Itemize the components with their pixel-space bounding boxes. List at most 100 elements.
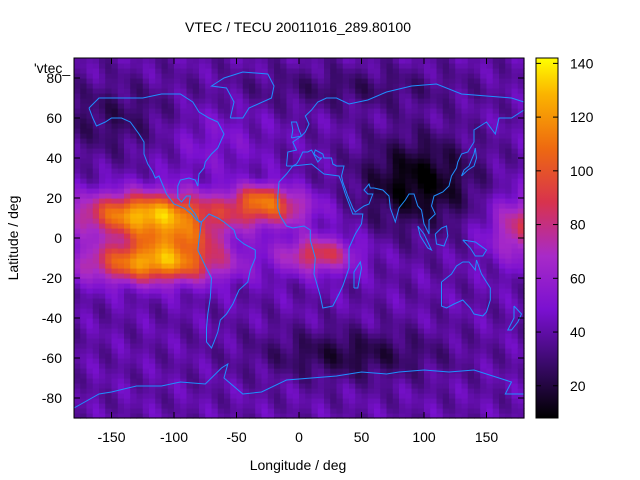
heat-cell [449,308,456,314]
heat-cell [217,228,225,234]
heat-cell [324,58,331,64]
heat-cell [224,93,231,99]
heat-cell [130,223,138,229]
heat-cell [167,298,175,304]
heat-cell [86,218,94,224]
heat-cell [374,158,381,164]
heat-cell [474,183,481,189]
heat-cell [336,128,344,134]
heat-cell [261,143,269,149]
heat-cell [386,78,394,84]
heat-cell [336,118,344,124]
heat-cell [330,103,338,109]
heat-cell [324,358,331,364]
heat-cell [280,58,288,64]
heat-cell [355,168,363,174]
heat-cell [124,73,131,79]
heat-cell [349,373,356,379]
heat-cell [392,163,400,169]
heat-cell [86,258,94,264]
heat-cell [355,123,363,129]
heat-cell [236,358,244,364]
heat-cell [330,403,338,409]
heat-cell [161,73,169,79]
heat-cell [367,333,375,339]
heat-cell [236,308,244,314]
heat-cell [167,273,175,279]
heat-cell [155,403,163,409]
heat-cell [311,143,319,149]
heat-cell [367,103,375,109]
heat-cell [342,308,350,314]
heat-cell [186,393,194,399]
heat-cell [199,323,206,329]
heat-cell [430,268,438,274]
heat-cell [255,298,263,304]
heat-cell [242,78,250,84]
heat-cell [467,313,475,319]
heat-cell [324,413,331,419]
heat-cell [349,178,356,184]
heat-cell [149,283,156,289]
heat-cell [130,113,138,119]
heat-cell [267,108,275,114]
heat-cell [405,398,413,404]
heat-cell [111,273,119,279]
heat-cell [361,283,369,289]
heat-cell [474,228,481,234]
heat-cell [186,263,194,269]
heat-cell [349,158,356,164]
heat-cell [74,263,81,269]
heat-cell [305,173,313,179]
heat-cell [461,163,469,169]
heat-cell [117,158,125,164]
heat-cell [367,328,375,334]
heat-cell [111,348,119,354]
heat-cell [286,108,294,114]
heat-cell [305,258,313,264]
heat-cell [417,323,425,329]
heat-cell [111,393,119,399]
heat-cell [99,68,106,74]
heat-cell [292,113,300,119]
heat-cell [349,293,356,299]
heat-cell [392,168,400,174]
heat-cell [474,318,481,324]
heat-cell [474,168,481,174]
heat-cell [80,193,88,199]
heat-cell [249,248,256,254]
heat-cell [205,83,213,89]
heat-cell [180,338,188,344]
heat-cell [161,143,169,149]
heat-cell [399,263,406,269]
heat-cell [330,83,338,89]
heat-cell [336,63,344,69]
heat-cell [80,238,88,244]
heat-cell [105,403,113,409]
heat-cell [449,83,456,89]
heat-cell [480,193,488,199]
heat-cell [242,228,250,234]
heat-cell [311,88,319,94]
heat-cell [249,333,256,339]
heat-cell [286,278,294,284]
heat-cell [99,333,106,339]
heat-cell [486,118,494,124]
heat-cell [217,223,225,229]
heat-cell [380,213,388,219]
heat-cell [342,343,350,349]
heat-cell [442,318,450,324]
heat-cell [386,93,394,99]
heat-cell [367,163,375,169]
heat-cell [155,258,163,264]
heat-cell [367,88,375,94]
heat-cell [186,118,194,124]
heat-cell [311,268,319,274]
heat-cell [286,128,294,134]
heat-cell [242,318,250,324]
heat-cell [467,88,475,94]
heat-cell [305,228,313,234]
heat-cell [274,123,281,129]
heat-cell [280,113,288,119]
heat-cell [124,103,131,109]
